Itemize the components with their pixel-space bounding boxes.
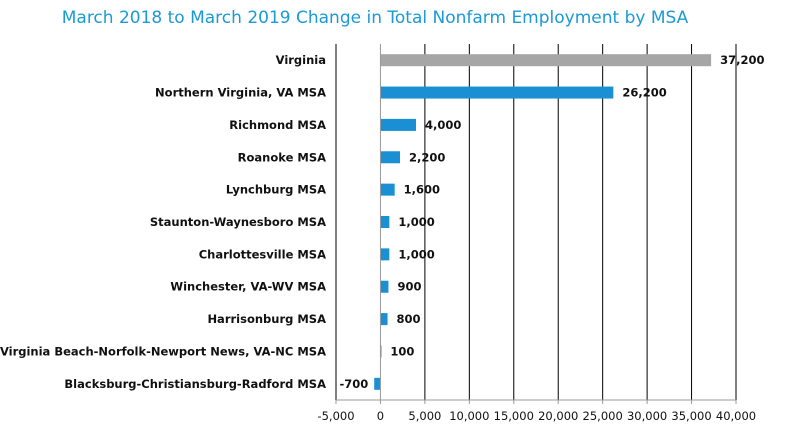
x-tick-label: 25,000 <box>583 409 623 423</box>
value-label: 1,000 <box>398 215 434 229</box>
bar <box>380 118 416 131</box>
value-label: 1,600 <box>404 183 440 197</box>
bar <box>380 280 389 293</box>
value-label: 900 <box>397 280 421 294</box>
labels: Virginia 37,200 Northern Virginia, VA MSA 2… <box>0 53 765 391</box>
gridlines <box>335 44 737 400</box>
x-tick-label: 5,000 <box>408 409 441 423</box>
bar <box>380 248 390 261</box>
category-label: Blacksburg-Christiansburg-Radford MSA <box>64 377 326 391</box>
value-label: 1,000 <box>398 247 434 261</box>
x-axis: -5,000 0 5,000 10,000 15,000 20,000 25,000 30,0… <box>317 44 756 423</box>
value-label: 2,200 <box>409 150 445 164</box>
bar <box>380 313 388 326</box>
x-tick-label: 0 <box>377 409 384 423</box>
value-label: 37,200 <box>720 53 764 67</box>
category-label: Lynchburg MSA <box>226 183 326 197</box>
value-label: 26,200 <box>622 86 666 100</box>
category-label: Staunton-Waynesboro MSA <box>150 215 326 229</box>
bar <box>380 86 614 99</box>
x-tick-label: 15,000 <box>494 409 534 423</box>
x-tick-label: 35,000 <box>671 409 711 423</box>
bar <box>380 151 400 164</box>
value-label: -700 <box>339 377 368 391</box>
x-tick-label: 10,000 <box>449 409 489 423</box>
category-label: Virginia <box>276 53 326 67</box>
category-label: Virginia Beach-Norfolk-Newport News, VA-… <box>0 344 326 358</box>
category-label: Harrisonburg MSA <box>207 312 326 326</box>
bar <box>374 377 381 390</box>
value-label: 100 <box>390 344 414 358</box>
category-label: Richmond MSA <box>229 118 326 132</box>
value-label: 800 <box>397 312 421 326</box>
bar <box>380 183 395 196</box>
bars <box>374 54 712 390</box>
category-label: Northern Virginia, VA MSA <box>155 86 326 100</box>
category-label: Winchester, VA-WV MSA <box>170 280 326 294</box>
bar <box>380 216 390 228</box>
x-tick-label: 40,000 <box>716 409 756 423</box>
x-tick-label: 20,000 <box>538 409 578 423</box>
x-tick-label: 30,000 <box>627 409 667 423</box>
value-label: 4,000 <box>425 118 461 132</box>
bar <box>380 54 712 67</box>
chart-title: March 2018 to March 2019 Change in Total… <box>61 8 689 28</box>
category-label: Roanoke MSA <box>238 150 326 164</box>
category-label: Charlottesville MSA <box>199 247 326 261</box>
x-tick-label: -5,000 <box>317 409 354 423</box>
